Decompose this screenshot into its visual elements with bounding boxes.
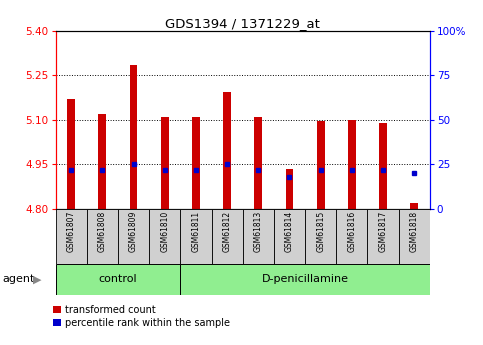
Bar [67,99,75,209]
Bar [305,209,336,264]
Bar [192,117,200,209]
Text: GSM61813: GSM61813 [254,210,263,252]
Bar [118,209,149,264]
Bar [379,123,387,209]
Text: GSM61811: GSM61811 [191,210,200,252]
Bar [99,114,106,209]
Bar [285,169,293,209]
Bar [180,209,212,264]
Bar [223,92,231,209]
Bar [336,209,368,264]
Text: control: control [99,275,137,284]
Bar [129,65,138,209]
Text: GSM61812: GSM61812 [223,210,232,252]
Bar [212,209,242,264]
Text: GSM61814: GSM61814 [285,210,294,252]
Bar [348,120,356,209]
Bar [149,209,180,264]
Text: GSM61807: GSM61807 [67,210,76,252]
Text: GSM61808: GSM61808 [98,210,107,252]
Text: GSM61818: GSM61818 [410,210,419,252]
Bar [161,117,169,209]
Bar [274,209,305,264]
Bar [87,209,118,264]
Text: agent: agent [2,275,35,284]
Title: GDS1394 / 1371229_at: GDS1394 / 1371229_at [165,17,320,30]
Text: ▶: ▶ [33,275,42,284]
Bar [255,117,262,209]
Text: GSM61817: GSM61817 [379,210,387,252]
Text: GSM61809: GSM61809 [129,210,138,252]
Bar [242,209,274,264]
Bar [56,264,180,295]
Legend: transformed count, percentile rank within the sample: transformed count, percentile rank withi… [53,305,230,328]
Bar [56,209,87,264]
Bar [180,264,430,295]
Bar [398,209,430,264]
Bar [411,203,418,209]
Text: GSM61816: GSM61816 [347,210,356,252]
Text: D-penicillamine: D-penicillamine [262,275,349,284]
Text: GSM61815: GSM61815 [316,210,325,252]
Text: GSM61810: GSM61810 [160,210,169,252]
Bar [368,209,398,264]
Bar [317,121,325,209]
